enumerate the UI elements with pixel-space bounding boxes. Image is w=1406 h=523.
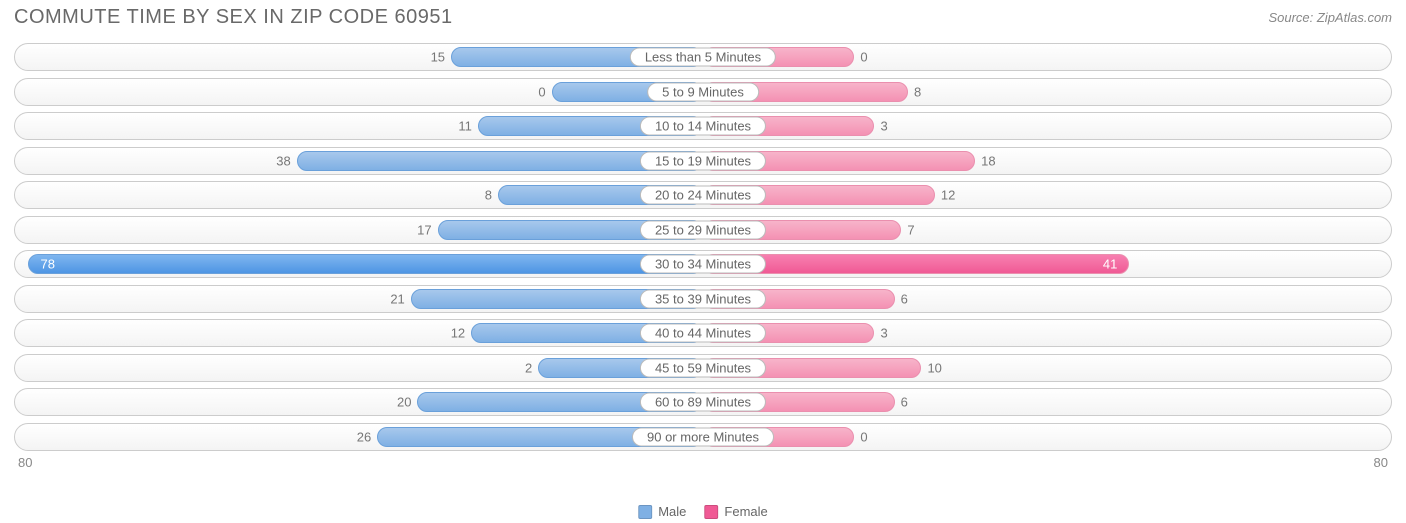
value-female: 6	[901, 291, 908, 306]
value-male: 11	[458, 119, 472, 134]
legend-item-female: Female	[704, 504, 767, 519]
row-category-label: 40 to 44 Minutes	[640, 324, 766, 343]
value-female: 6	[901, 395, 908, 410]
value-female: 0	[860, 429, 867, 444]
row-category-label: 15 to 19 Minutes	[640, 151, 766, 170]
legend-swatch-female	[704, 505, 718, 519]
legend-label-male: Male	[658, 504, 686, 519]
chart-row: 38 18 15 to 19 Minutes	[14, 147, 1392, 175]
chart-row: 17 7 25 to 29 Minutes	[14, 216, 1392, 244]
value-female: 18	[981, 153, 995, 168]
value-male: 21	[390, 291, 404, 306]
value-male: 0	[538, 84, 545, 99]
row-category-label: Less than 5 Minutes	[630, 48, 776, 67]
chart-row: 2 10 45 to 59 Minutes	[14, 354, 1392, 382]
row-category-label: 35 to 39 Minutes	[640, 289, 766, 308]
row-category-label: 45 to 59 Minutes	[640, 358, 766, 377]
value-female: 12	[941, 188, 955, 203]
value-female: 3	[880, 119, 887, 134]
chart-header: COMMUTE TIME BY SEX IN ZIP CODE 60951 So…	[0, 0, 1406, 31]
bar-female	[703, 254, 1129, 274]
legend: Male Female	[638, 504, 768, 519]
value-male: 38	[276, 153, 290, 168]
chart-row: 20 6 60 to 89 Minutes	[14, 388, 1392, 416]
value-male: 2	[525, 360, 532, 375]
chart-row: 8 12 20 to 24 Minutes	[14, 181, 1392, 209]
value-male: 26	[357, 429, 371, 444]
chart-row: 21 6 35 to 39 Minutes	[14, 285, 1392, 313]
value-male: 12	[451, 326, 465, 341]
chart-row: 12 3 40 to 44 Minutes	[14, 319, 1392, 347]
chart-row: 78 41 30 to 34 Minutes	[14, 250, 1392, 278]
axis-row: 80 80	[0, 455, 1406, 470]
chart-row: 11 3 10 to 14 Minutes	[14, 112, 1392, 140]
value-male: 15	[431, 50, 445, 65]
row-category-label: 20 to 24 Minutes	[640, 186, 766, 205]
bar-male	[28, 254, 703, 274]
value-female: 0	[860, 50, 867, 65]
chart-source: Source: ZipAtlas.com	[1268, 6, 1392, 25]
row-category-label: 30 to 34 Minutes	[640, 255, 766, 274]
value-female: 8	[914, 84, 921, 99]
legend-swatch-male	[638, 505, 652, 519]
chart-row: 0 8 5 to 9 Minutes	[14, 78, 1392, 106]
legend-item-male: Male	[638, 504, 686, 519]
chart-row: 15 0 Less than 5 Minutes	[14, 43, 1392, 71]
legend-label-female: Female	[724, 504, 767, 519]
row-category-label: 60 to 89 Minutes	[640, 393, 766, 412]
value-female: 10	[927, 360, 941, 375]
row-category-label: 5 to 9 Minutes	[647, 82, 759, 101]
chart-row: 26 0 90 or more Minutes	[14, 423, 1392, 451]
value-male: 20	[397, 395, 411, 410]
value-male: 8	[485, 188, 492, 203]
value-female: 3	[880, 326, 887, 341]
chart-area: 15 0 Less than 5 Minutes 0 8 5 to 9 Minutes 11…	[0, 31, 1406, 451]
row-category-label: 90 or more Minutes	[632, 427, 774, 446]
axis-right-max: 80	[1374, 455, 1388, 470]
row-category-label: 10 to 14 Minutes	[640, 117, 766, 136]
value-female: 7	[907, 222, 914, 237]
value-female: 41	[1103, 257, 1117, 272]
chart-title: COMMUTE TIME BY SEX IN ZIP CODE 60951	[14, 6, 453, 29]
value-male: 17	[417, 222, 431, 237]
axis-left-max: 80	[18, 455, 32, 470]
value-male: 78	[40, 257, 54, 272]
row-category-label: 25 to 29 Minutes	[640, 220, 766, 239]
